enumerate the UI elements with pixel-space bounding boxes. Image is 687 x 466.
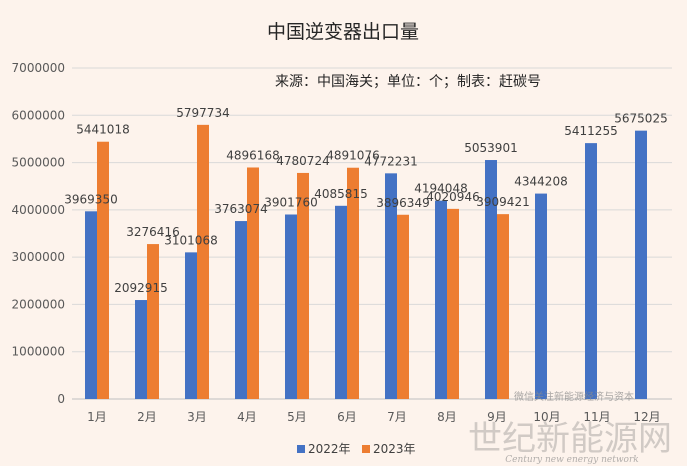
- data-label: 5411255: [564, 124, 617, 138]
- x-tick-label: 10月: [533, 410, 560, 424]
- x-tick-label: 5月: [287, 410, 307, 424]
- bar-2022年-3月: [185, 252, 197, 399]
- x-tick-label: 2月: [137, 410, 157, 424]
- x-tick-label: 1月: [87, 410, 107, 424]
- data-label: 5441018: [76, 123, 129, 137]
- y-tick-label: 4000000: [12, 203, 65, 217]
- gridlines: [72, 67, 672, 400]
- y-tick-label: 6000000: [12, 108, 65, 122]
- watermark: 微信关注新能源经济与资本 世纪新能源网 Century new energy n…: [468, 390, 672, 465]
- data-label: 5675025: [614, 112, 667, 126]
- bar-2022年-6月: [335, 205, 347, 399]
- data-label: 3276416: [126, 225, 179, 239]
- chart-subtitle: 来源：中国海关；单位：个；制表：赶碳号: [275, 74, 541, 90]
- x-tick-label: 12月: [633, 410, 660, 424]
- bar-2023年-8月: [447, 208, 459, 399]
- x-tick-label: 11月: [583, 410, 610, 424]
- x-tick-label: 8月: [437, 410, 457, 424]
- watermark-main: 世纪新能源网: [468, 419, 672, 459]
- x-tick-label: 4月: [237, 410, 257, 424]
- y-tick-label: 0: [57, 392, 65, 406]
- y-axis: 0 1000000 2000000 3000000 4000000 5000000 6000…: [12, 61, 65, 406]
- bar-2022年-7月: [385, 173, 397, 399]
- bar-2022年-4月: [235, 221, 247, 399]
- data-label: 3763074: [214, 202, 267, 216]
- bar-2022年-5月: [285, 214, 297, 399]
- bar-2023年-4月: [247, 167, 259, 399]
- bar-2023年-9月: [497, 214, 509, 399]
- bar-2023年-3月: [197, 124, 209, 399]
- data-label: 4344208: [514, 175, 567, 189]
- bars: [85, 124, 647, 399]
- data-label: 3901760: [264, 196, 317, 210]
- data-label: 4891076: [326, 149, 379, 163]
- data-label: 4772231: [364, 154, 417, 168]
- y-tick-label: 1000000: [12, 345, 65, 359]
- x-tick-label: 9月: [487, 410, 507, 424]
- bar-2022年-8月: [435, 200, 447, 399]
- y-tick-label: 5000000: [12, 156, 65, 170]
- data-label: 4194048: [414, 182, 467, 196]
- bar-2023年-7月: [397, 214, 409, 399]
- bar-2023年-6月: [347, 167, 359, 399]
- data-label: 3909421: [476, 195, 529, 209]
- bar-2022年-10月: [535, 193, 547, 399]
- bar-2022年-9月: [485, 160, 497, 399]
- bar-2023年-1月: [97, 141, 109, 399]
- data-label: 4085815: [314, 187, 367, 201]
- data-label: 3969350: [64, 192, 117, 206]
- legend-label: 2022年: [308, 442, 351, 456]
- legend: 2022年 2023年: [297, 442, 416, 456]
- watermark-tag: 微信关注新能源经济与资本: [514, 390, 634, 403]
- chart-title: 中国逆变器出口量: [267, 21, 419, 43]
- x-axis: 1月 2月 3月 4月 5月 6月 7月 8月 9月 10月 11月 12月: [87, 410, 660, 424]
- x-tick-label: 7月: [387, 410, 407, 424]
- bar-2022年-11月: [585, 143, 597, 399]
- legend-label: 2023年: [373, 442, 416, 456]
- bar-2023年-5月: [297, 172, 309, 399]
- data-label: 4020946: [426, 190, 479, 204]
- legend-swatch: [297, 445, 305, 453]
- data-label: 2092915: [114, 281, 167, 295]
- bar-2022年-1月: [85, 211, 97, 399]
- bar-2022年-2月: [135, 300, 147, 399]
- data-label: 3101068: [164, 233, 217, 247]
- data-label: 3896349: [376, 196, 429, 210]
- x-tick-label: 6月: [337, 410, 357, 424]
- data-label: 5797734: [176, 106, 229, 120]
- bar-2022年-12月: [635, 130, 647, 399]
- bar-2023年-2月: [147, 244, 159, 399]
- x-tick-label: 3月: [187, 410, 207, 424]
- y-tick-label: 7000000: [12, 61, 65, 75]
- data-label: 5053901: [464, 141, 517, 155]
- data-label: 4896168: [226, 148, 279, 162]
- y-tick-label: 3000000: [12, 250, 65, 264]
- data-label: 4780724: [276, 154, 329, 168]
- legend-swatch: [362, 445, 370, 453]
- watermark-sub: Century new energy network: [505, 455, 638, 465]
- y-tick-label: 2000000: [12, 297, 65, 311]
